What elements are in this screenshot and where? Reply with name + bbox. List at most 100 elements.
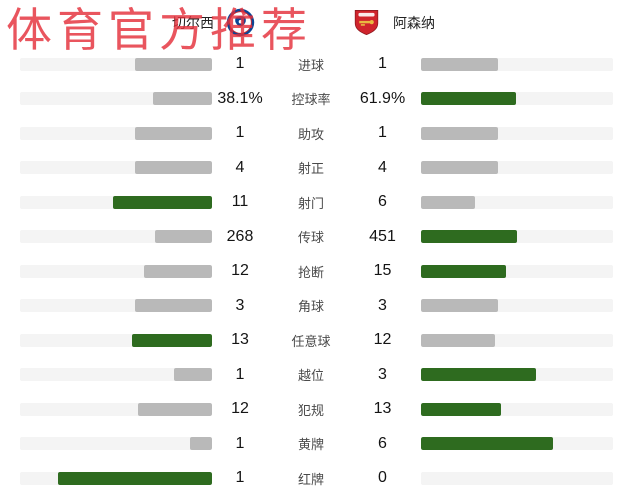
away-stat-bar bbox=[421, 264, 613, 278]
away-stat-bar bbox=[421, 471, 613, 485]
home-stat-value: 4 bbox=[235, 158, 245, 176]
stat-label: 抢断 bbox=[297, 264, 324, 280]
away-stat-bar bbox=[421, 402, 613, 416]
stat-label: 射门 bbox=[297, 195, 324, 211]
home-stat-bar bbox=[20, 230, 212, 244]
stat-row: 13 任意球 12 bbox=[0, 323, 617, 358]
home-stat-bar-fill bbox=[135, 126, 212, 140]
stat-label: 进球 bbox=[297, 57, 324, 73]
away-stat-value: 3 bbox=[378, 296, 387, 314]
home-team-header: 切尔西 bbox=[172, 8, 255, 37]
away-stat-value: 451 bbox=[369, 227, 396, 245]
away-stat-bar bbox=[421, 333, 613, 347]
stat-row: 1 进球 1 bbox=[0, 47, 617, 82]
away-stat-value: 12 bbox=[373, 331, 392, 349]
away-stat-bar-fill bbox=[421, 264, 507, 278]
away-stat-bar bbox=[421, 161, 613, 175]
chelsea-crest-icon bbox=[226, 8, 255, 37]
stat-row: 1 红牌 0 bbox=[0, 461, 617, 496]
home-stat-value: 268 bbox=[226, 227, 254, 245]
away-stat-bar-fill bbox=[421, 230, 518, 244]
home-stat-bar bbox=[20, 126, 212, 140]
home-stat-value: 1 bbox=[235, 434, 245, 452]
home-stat-value: 11 bbox=[231, 193, 249, 211]
home-stat-value: 38.1% bbox=[217, 89, 263, 107]
match-stats-list: 1 进球 1 38.1% 控球率 61.9% 1 助攻 1 bbox=[0, 47, 617, 496]
home-stat-bar bbox=[20, 437, 212, 451]
away-stat-value: 0 bbox=[378, 469, 387, 487]
away-stat-value: 6 bbox=[378, 434, 387, 452]
away-stat-bar bbox=[421, 299, 613, 313]
away-stat-value: 3 bbox=[378, 365, 387, 383]
stat-label: 射正 bbox=[297, 161, 324, 177]
home-stat-value: 12 bbox=[231, 400, 249, 418]
home-stat-bar bbox=[20, 299, 212, 313]
away-stat-bar bbox=[421, 230, 613, 244]
away-stat-bar-fill bbox=[421, 368, 537, 382]
home-stat-bar-fill bbox=[132, 333, 212, 347]
away-stat-bar bbox=[421, 195, 613, 209]
home-stat-value: 1 bbox=[235, 469, 245, 487]
home-stat-bar bbox=[20, 161, 212, 175]
home-stat-bar bbox=[20, 195, 212, 209]
away-stat-bar-fill bbox=[421, 299, 498, 313]
home-stat-bar bbox=[20, 368, 212, 382]
away-stat-bar-fill bbox=[421, 402, 501, 416]
away-stat-bar-fill bbox=[421, 333, 495, 347]
away-stat-bar-fill bbox=[421, 161, 498, 175]
away-stat-bar-fill bbox=[421, 195, 476, 209]
away-stat-value: 61.9% bbox=[359, 89, 406, 107]
away-team-header: 阿森纳 bbox=[352, 8, 435, 37]
home-stat-bar bbox=[20, 57, 212, 71]
home-stat-bar-fill bbox=[112, 195, 212, 209]
home-stat-bar-fill bbox=[143, 264, 212, 278]
stat-row: 12 犯规 13 bbox=[0, 392, 617, 427]
stat-label: 控球率 bbox=[291, 92, 331, 108]
stat-row: 3 角球 3 bbox=[0, 289, 617, 324]
home-stat-bar-fill bbox=[135, 57, 212, 71]
stat-label: 助攻 bbox=[297, 126, 324, 142]
home-stat-bar-fill bbox=[154, 230, 212, 244]
away-stat-bar-fill bbox=[421, 437, 553, 451]
home-stat-bar bbox=[20, 92, 212, 106]
away-stat-bar-fill bbox=[421, 57, 498, 71]
home-stat-bar bbox=[20, 333, 212, 347]
away-stat-bar bbox=[421, 368, 613, 382]
stat-label: 传球 bbox=[297, 230, 324, 246]
home-stat-value: 13 bbox=[231, 331, 249, 349]
home-stat-bar bbox=[20, 471, 212, 485]
home-stat-bar-fill bbox=[173, 368, 212, 382]
away-team-name: 阿森纳 bbox=[393, 14, 435, 31]
stat-label: 犯规 bbox=[297, 402, 324, 418]
away-stat-value: 6 bbox=[378, 193, 387, 211]
home-stat-bar-fill bbox=[58, 471, 212, 485]
away-stat-bar bbox=[421, 437, 613, 451]
home-stat-bar-fill bbox=[135, 161, 212, 175]
away-stat-bar bbox=[421, 126, 613, 140]
away-stat-bar bbox=[421, 57, 613, 71]
stat-row: 12 抢断 15 bbox=[0, 254, 617, 289]
stat-row: 1 黄牌 6 bbox=[0, 427, 617, 462]
stat-row: 11 射门 6 bbox=[0, 185, 617, 220]
home-stat-bar-fill bbox=[153, 92, 212, 106]
stat-row: 4 射正 4 bbox=[0, 151, 617, 186]
away-stat-bar-fill bbox=[421, 126, 498, 140]
away-stat-bar bbox=[421, 92, 613, 106]
away-stat-value: 15 bbox=[373, 262, 392, 280]
home-stat-bar bbox=[20, 264, 212, 278]
home-stat-value: 12 bbox=[231, 262, 249, 280]
stat-row: 1 助攻 1 bbox=[0, 116, 617, 151]
stat-row: 38.1% 控球率 61.9% bbox=[0, 82, 617, 117]
away-stat-value: 4 bbox=[378, 158, 387, 176]
stat-label: 红牌 bbox=[297, 471, 324, 487]
stat-label: 角球 bbox=[297, 299, 324, 315]
away-stat-value: 1 bbox=[378, 124, 387, 142]
away-stat-value: 13 bbox=[373, 400, 392, 418]
match-header: 切尔西 阿森纳 bbox=[0, 0, 617, 47]
home-stat-bar-fill bbox=[135, 299, 212, 313]
home-stat-value: 1 bbox=[235, 124, 245, 142]
home-stat-value: 1 bbox=[235, 365, 245, 383]
arsenal-crest-icon bbox=[352, 8, 381, 37]
home-stat-value: 3 bbox=[235, 296, 245, 314]
stat-label: 任意球 bbox=[291, 333, 331, 349]
